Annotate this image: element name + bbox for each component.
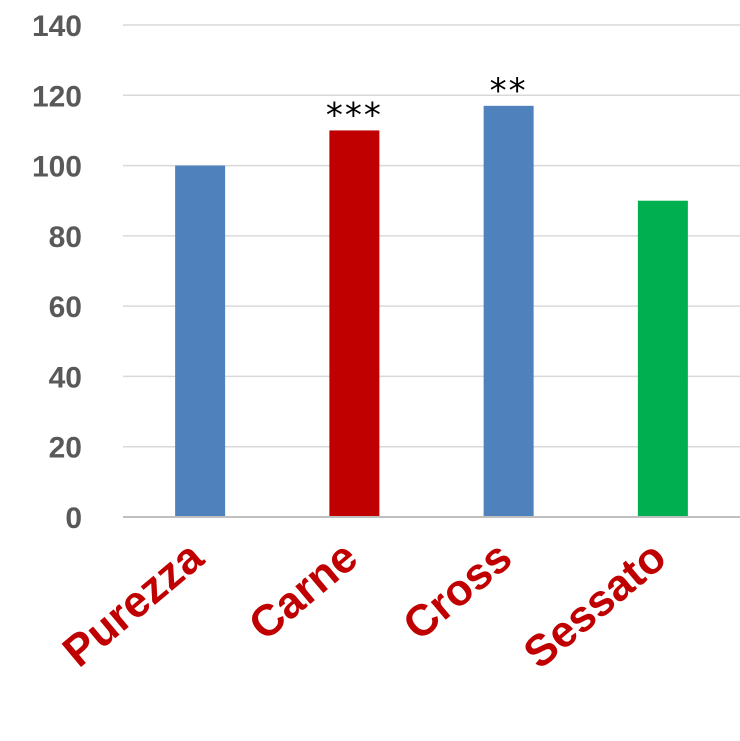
y-tick-label: 100: [32, 151, 82, 184]
bar-carne: [329, 130, 380, 517]
x-tick-label: Carne: [240, 532, 367, 650]
bar-cross: [483, 105, 534, 517]
significance-labels: *****: [326, 71, 528, 136]
x-tick-label: Sessato: [515, 532, 676, 678]
bars: [175, 105, 688, 518]
bar-sessato: [637, 200, 688, 517]
x-tick-label: Cross: [394, 532, 521, 650]
y-tick-label: 60: [49, 291, 82, 324]
significance-label-carne: ***: [326, 95, 383, 135]
y-tick-label: 20: [49, 432, 82, 465]
y-tick-label: 0: [65, 502, 82, 535]
significance-label-cross: **: [490, 71, 528, 111]
y-tick-label: 80: [49, 221, 82, 254]
bar-purezza: [175, 165, 226, 518]
y-tick-label: 120: [32, 80, 82, 113]
y-axis-tick-labels: 0 20 40 60 80 100 120 140: [32, 10, 82, 535]
y-tick-label: 40: [49, 361, 82, 394]
y-tick-label: 140: [32, 10, 82, 43]
x-tick-label: Purezza: [54, 532, 213, 677]
gridlines: [123, 24, 740, 448]
